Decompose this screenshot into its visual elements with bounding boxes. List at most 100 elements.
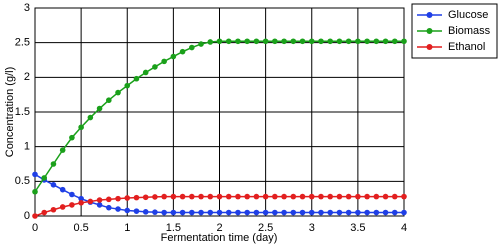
data-point: [318, 193, 324, 200]
data-point: [189, 193, 195, 200]
data-point: [152, 209, 158, 215]
data-point: [41, 175, 48, 181]
data-point: [272, 193, 278, 200]
data-point: [198, 209, 204, 216]
data-point: [152, 194, 158, 200]
x-tick-label: 0: [32, 222, 38, 234]
x-tick-label: 1.5: [166, 222, 181, 234]
data-point: [318, 209, 324, 216]
legend-marker: [426, 44, 433, 50]
data-point: [364, 193, 370, 200]
data-point: [308, 193, 315, 200]
data-point: [373, 209, 380, 216]
data-point: [244, 209, 250, 216]
data-point: [152, 64, 158, 70]
data-point: [179, 48, 186, 55]
data-point: [198, 193, 204, 200]
data-point: [345, 193, 352, 200]
data-point: [106, 196, 112, 203]
y-axis-label: Concentration (g/l): [4, 67, 16, 158]
data-point: [327, 193, 334, 200]
data-point: [32, 188, 38, 195]
data-point: [336, 209, 343, 216]
y-tick-label: 2.5: [15, 37, 30, 49]
data-point: [189, 209, 195, 216]
data-point: [308, 209, 315, 216]
data-point: [179, 209, 186, 216]
data-point: [124, 195, 131, 201]
data-point: [391, 193, 398, 200]
data-point: [244, 193, 250, 200]
data-point: [59, 186, 66, 193]
data-point: [50, 161, 57, 167]
x-tick-label: 4: [401, 222, 407, 234]
data-point: [69, 134, 75, 141]
data-point: [382, 209, 389, 216]
data-point: [401, 38, 407, 45]
data-point: [382, 193, 389, 200]
data-point: [161, 209, 167, 216]
data-point: [69, 191, 75, 198]
data-point: [244, 38, 250, 45]
y-tick-label: 2: [24, 71, 30, 83]
data-point: [96, 197, 103, 203]
data-point: [179, 193, 186, 200]
data-point: [161, 58, 167, 65]
y-tick-label: 0: [24, 210, 30, 222]
data-point: [87, 114, 94, 121]
x-axis-label: Fermentation time (day): [161, 232, 278, 244]
data-point: [336, 193, 343, 200]
data-point: [133, 75, 140, 82]
data-point: [216, 193, 223, 200]
data-point: [124, 82, 131, 89]
data-point: [373, 193, 380, 200]
data-point: [170, 53, 177, 60]
data-point: [272, 209, 278, 216]
x-tick-label: 2: [216, 222, 222, 234]
data-point: [69, 202, 75, 208]
data-point: [96, 105, 103, 112]
data-point: [281, 38, 287, 45]
data-point: [401, 193, 407, 200]
x-tick-label: 0.5: [73, 222, 88, 234]
data-point: [355, 209, 361, 216]
data-point: [401, 209, 407, 216]
data-point: [207, 193, 214, 200]
data-point: [50, 206, 57, 213]
data-point: [336, 38, 343, 45]
data-point: [290, 193, 297, 200]
data-point: [281, 209, 287, 216]
data-point: [299, 209, 306, 216]
data-point: [96, 202, 103, 208]
data-point: [391, 38, 398, 45]
data-point: [235, 193, 241, 200]
data-point: [142, 194, 149, 201]
data-point: [161, 193, 167, 200]
data-point: [299, 38, 306, 45]
y-tick-label: 0.5: [15, 175, 30, 187]
data-point: [262, 38, 269, 45]
data-point: [115, 89, 121, 96]
data-point: [78, 200, 84, 206]
data-point: [262, 193, 269, 200]
data-point: [382, 38, 389, 45]
data-point: [318, 38, 324, 45]
data-point: [253, 209, 260, 216]
data-point: [235, 38, 241, 45]
data-point: [272, 38, 278, 45]
data-point: [78, 124, 84, 131]
data-point: [170, 209, 177, 216]
data-point: [391, 209, 398, 216]
data-point: [170, 193, 177, 200]
data-point: [207, 39, 214, 45]
data-point: [133, 208, 140, 214]
x-tick-label: 3: [309, 222, 315, 234]
legend-label: Biomass: [448, 25, 491, 37]
data-point: [281, 193, 287, 200]
data-point: [124, 207, 131, 214]
data-point: [327, 209, 334, 216]
data-point: [189, 44, 195, 51]
data-point: [106, 97, 112, 104]
data-point: [216, 38, 223, 45]
